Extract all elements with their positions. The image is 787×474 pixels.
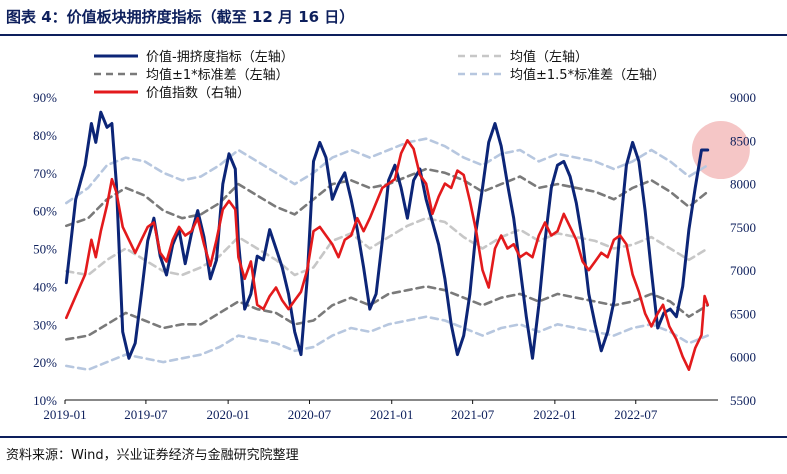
x-tick-label: 2022-07 <box>614 407 658 422</box>
y-right-tick-label: 7500 <box>730 220 756 235</box>
legend-label: 均值±1*标准差（左轴） <box>146 67 289 83</box>
y-left-tick-label: 40% <box>33 279 57 294</box>
figure-title: 图表 4：价值板块拥挤度指标（截至 12 月 16 日） <box>6 8 355 26</box>
x-tick-label: 2022-01 <box>533 407 576 422</box>
legend: 价值-拥挤度指标（左轴） 均值（左轴） 均值±1*标准差（左轴） 均值±1.5*标准差… <box>94 49 665 101</box>
y-left-tick-label: 20% <box>33 355 57 370</box>
source-note: 资料来源：Wind，兴业证券经济与金融研究院整理 <box>6 448 299 463</box>
x-tick-label: 2021-07 <box>451 407 495 422</box>
legend-label: 均值（左轴） <box>510 49 588 65</box>
y-right-tick-label: 8500 <box>730 133 756 148</box>
highlight-circle <box>691 121 750 180</box>
legend-label: 均值±1.5*标准差（左轴） <box>510 67 665 83</box>
y-left-tick-label: 50% <box>33 242 57 257</box>
x-tick-label: 2019-01 <box>43 407 86 422</box>
y-right-tick-label: 8000 <box>730 177 756 192</box>
y-right-tick-label: 6000 <box>730 350 756 365</box>
series-line-5 <box>65 315 709 371</box>
series-line-6 <box>65 139 709 371</box>
legend-label: 价值-拥挤度指标（左轴） <box>146 49 294 65</box>
y-left-tick-label: 30% <box>33 317 57 332</box>
series-line-4 <box>65 137 709 205</box>
bottom-rule <box>0 436 787 438</box>
y-right-tick-label: 6500 <box>730 306 756 321</box>
series-line-0 <box>64 110 710 360</box>
y-right-tick-label: 5500 <box>730 393 756 408</box>
y-right-tick-label: 9000 <box>730 90 756 105</box>
x-tick-label: 2021-01 <box>370 407 413 422</box>
y-left-tick-label: 10% <box>33 393 57 408</box>
x-tick-label: 2020-07 <box>288 407 332 422</box>
y-left-tick-label: 60% <box>33 204 57 219</box>
y-left-tick-label: 70% <box>33 166 57 181</box>
y-right-tick-label: 7000 <box>730 263 756 278</box>
chart-svg: 2019-01 2019-07 2020-01 2020-07 2021-01 2021-… <box>33 49 756 422</box>
series-line-3 <box>65 285 709 341</box>
y-left-tick-label: 80% <box>33 128 57 143</box>
x-tick-label: 2020-01 <box>206 407 249 422</box>
series-line-1 <box>65 216 709 277</box>
title-rule <box>0 34 787 36</box>
y-left-tick-label: 90% <box>33 90 57 105</box>
x-tick-label: 2019-07 <box>124 407 168 422</box>
legend-label: 价值指数（右轴） <box>146 85 250 101</box>
